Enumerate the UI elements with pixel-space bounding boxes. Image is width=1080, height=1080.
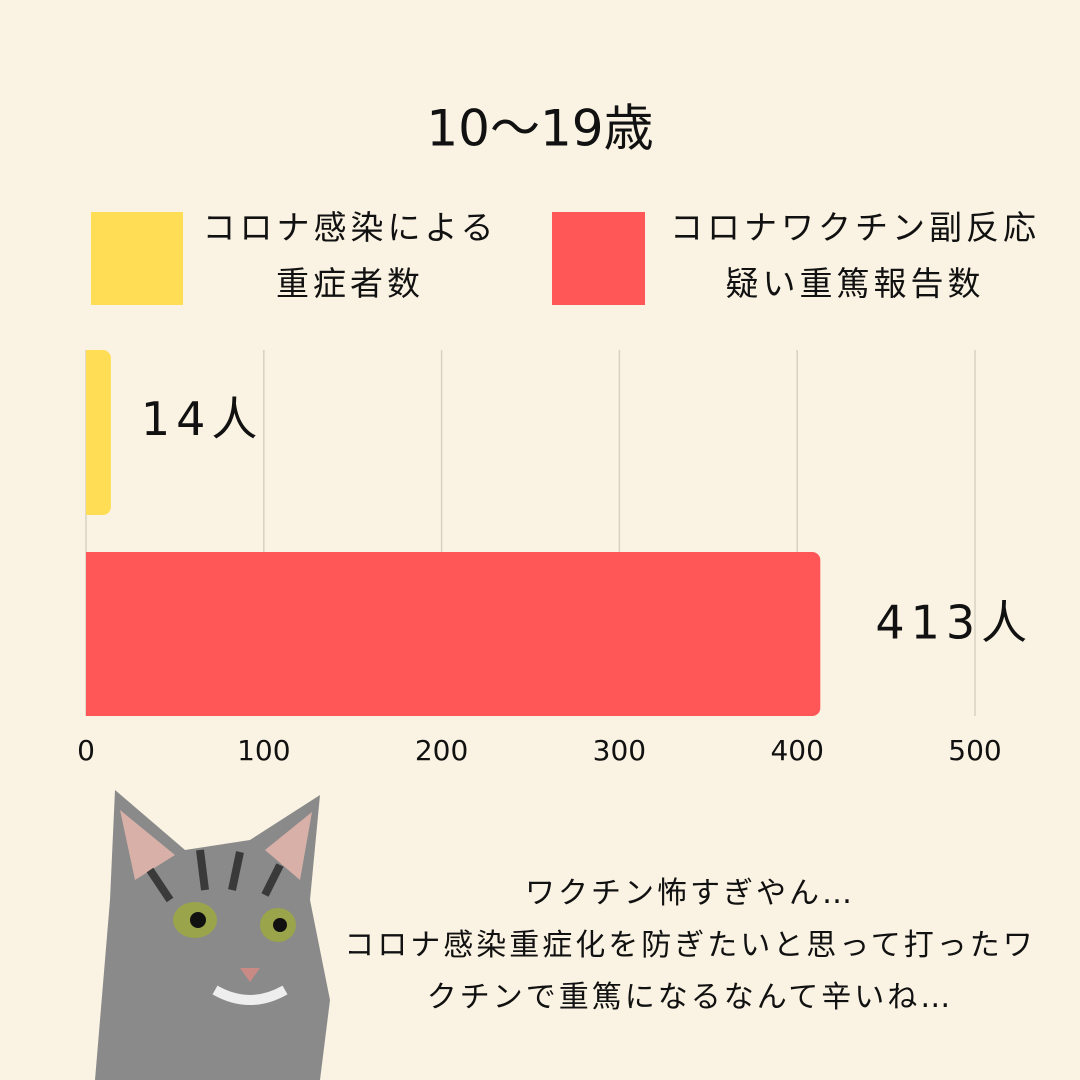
x-tick-label: 0 bbox=[77, 734, 95, 767]
value-label: 413人 bbox=[875, 596, 1033, 650]
legend-label: コロナ感染による 重症者数 bbox=[202, 208, 498, 303]
legend-label: コロナワクチン副反応 疑い重篤報告数 bbox=[670, 208, 1040, 303]
x-tick-label: 300 bbox=[593, 734, 646, 767]
value-label: 14人 bbox=[141, 392, 264, 446]
bar bbox=[86, 552, 821, 716]
legend-swatch bbox=[91, 212, 183, 305]
x-tick-label: 200 bbox=[415, 734, 468, 767]
chart-title: 10〜19歳 bbox=[426, 100, 653, 158]
bar-edge bbox=[86, 350, 96, 515]
x-tick-label: 500 bbox=[948, 734, 1001, 767]
x-tick-label: 100 bbox=[237, 734, 290, 767]
x-tick-label: 400 bbox=[770, 734, 823, 767]
bar-edge bbox=[86, 552, 96, 716]
cat bbox=[95, 790, 330, 1080]
caption: ワクチン怖すぎやん… コロナ感染重症化を防ぎたいと思って打ったワ クチンで重篤に… bbox=[344, 876, 1036, 1015]
legend-swatch bbox=[552, 212, 645, 305]
